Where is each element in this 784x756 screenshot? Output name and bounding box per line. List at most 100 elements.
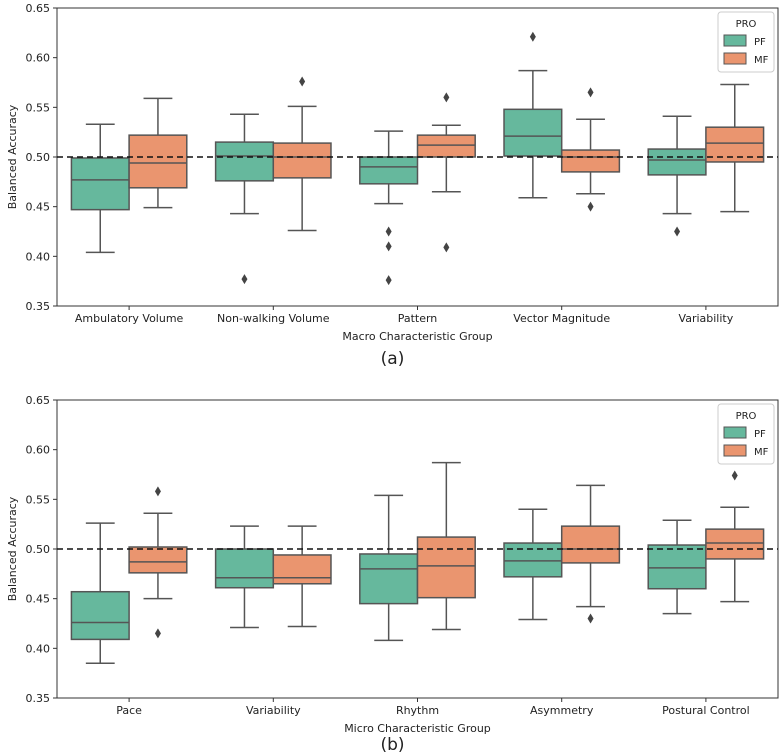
box-iqr: [128, 546, 188, 574]
box-iqr: [560, 149, 621, 173]
outlier-point: [443, 92, 450, 103]
x-tick-label: Pace: [116, 704, 142, 717]
box-iqr: [503, 108, 563, 157]
outlier-point: [587, 201, 594, 212]
box-iqr: [560, 525, 621, 564]
y-tick-label: 0.65: [26, 2, 51, 15]
legend-label: PF: [754, 37, 766, 48]
y-tick-label: 0.60: [26, 444, 51, 457]
box-iqr: [705, 126, 765, 163]
box-pf: [70, 522, 130, 664]
box-mf: [705, 470, 765, 603]
box-iqr: [503, 542, 563, 578]
box-iqr: [272, 554, 332, 585]
y-tick-label: 0.60: [26, 52, 51, 65]
box-mf: [128, 486, 188, 639]
legend: PRO PF MF: [717, 11, 775, 73]
outlier-point: [443, 242, 450, 253]
legend-label: MF: [754, 447, 769, 458]
y-tick-label: 0.45: [26, 201, 51, 214]
outlier-point: [674, 226, 681, 237]
box-pf: [359, 130, 419, 286]
box-pf: [647, 519, 707, 615]
y-tick-label: 0.35: [26, 300, 51, 313]
outlier-point: [587, 87, 594, 98]
outlier-point: [241, 274, 248, 285]
box-pf: [214, 525, 275, 629]
chart-panel-a: 0.35 0.40 0.45 0.50 0.55 0.60 0.65 Balanced Acc…: [6, 2, 779, 369]
y-axis-label: Balanced Accuracy: [6, 104, 19, 209]
box-pf: [359, 494, 419, 642]
y-tick-label: 0.40: [26, 642, 51, 655]
legend: PRO PF MF: [717, 403, 775, 465]
y-axis-label: Balanced Accuracy: [6, 496, 19, 601]
panel-label: (a): [381, 349, 405, 369]
legend-swatch-mf: [723, 444, 747, 457]
box-pf: [214, 113, 275, 285]
x-tick-label: Variability: [246, 704, 301, 717]
box-iqr: [359, 156, 419, 185]
outlier-point: [154, 628, 161, 639]
outlier-point: [731, 470, 738, 481]
outlier-point: [385, 241, 392, 252]
box-iqr: [705, 528, 765, 560]
box-pf: [647, 115, 707, 237]
legend-label: MF: [754, 55, 769, 66]
box-mf: [705, 83, 765, 213]
box-mf: [560, 87, 621, 212]
x-tick-label: Postural Control: [662, 704, 750, 717]
box-iqr: [647, 544, 707, 590]
x-tick-label: Pattern: [398, 312, 438, 325]
chart-panel-b: 0.35 0.40 0.45 0.50 0.55 0.60 0.65 Balanced Acc…: [6, 394, 779, 755]
x-axis-label: Macro Characteristic Group: [342, 330, 492, 343]
outlier-point: [299, 76, 306, 87]
box-pf: [70, 123, 130, 254]
box-iqr: [416, 536, 476, 599]
x-tick-label: Variability: [679, 312, 734, 325]
outlier-point: [385, 226, 392, 237]
box-mf: [272, 76, 332, 232]
y-tick-label: 0.65: [26, 394, 51, 407]
outlier-point: [154, 486, 161, 497]
outlier-point: [587, 613, 594, 624]
box-mf: [416, 461, 476, 631]
legend-title: PRO: [736, 19, 757, 30]
box-iqr: [272, 142, 332, 179]
y-tick-label: 0.50: [26, 543, 51, 556]
box-iqr: [214, 548, 275, 589]
box-iqr: [214, 141, 275, 182]
x-tick-label: Asymmetry: [530, 704, 594, 717]
box-iqr: [359, 553, 419, 605]
outlier-point: [385, 275, 392, 286]
legend-swatch-pf: [723, 426, 747, 439]
y-tick-label: 0.50: [26, 151, 51, 164]
outlier-point: [529, 31, 536, 42]
legend-label: PF: [754, 429, 766, 440]
x-tick-label: Rhythm: [396, 704, 439, 717]
box-iqr: [416, 134, 476, 158]
box-iqr: [70, 590, 130, 641]
y-tick-label: 0.40: [26, 250, 51, 263]
box-iqr: [647, 148, 707, 176]
y-tick-label: 0.55: [26, 493, 51, 506]
legend-swatch-mf: [723, 52, 747, 65]
x-tick-label: Ambulatory Volume: [75, 312, 184, 325]
box-iqr: [70, 157, 130, 211]
box-pf: [503, 31, 563, 199]
panel-label: (b): [380, 735, 404, 752]
legend-title: PRO: [736, 411, 757, 422]
box-mf: [128, 97, 188, 209]
x-tick-label: Non-walking Volume: [217, 312, 330, 325]
box-pf: [503, 508, 563, 621]
legend-swatch-pf: [723, 34, 747, 47]
box-iqr: [128, 134, 188, 189]
box-mf: [416, 92, 476, 253]
box-mf: [272, 525, 332, 628]
y-tick-label: 0.55: [26, 101, 51, 114]
x-axis-label: Micro Characteristic Group: [344, 722, 491, 735]
y-tick-label: 0.45: [26, 593, 51, 606]
y-tick-label: 0.35: [26, 692, 51, 705]
box-mf: [560, 484, 621, 624]
x-tick-label: Vector Magnitude: [513, 312, 610, 325]
